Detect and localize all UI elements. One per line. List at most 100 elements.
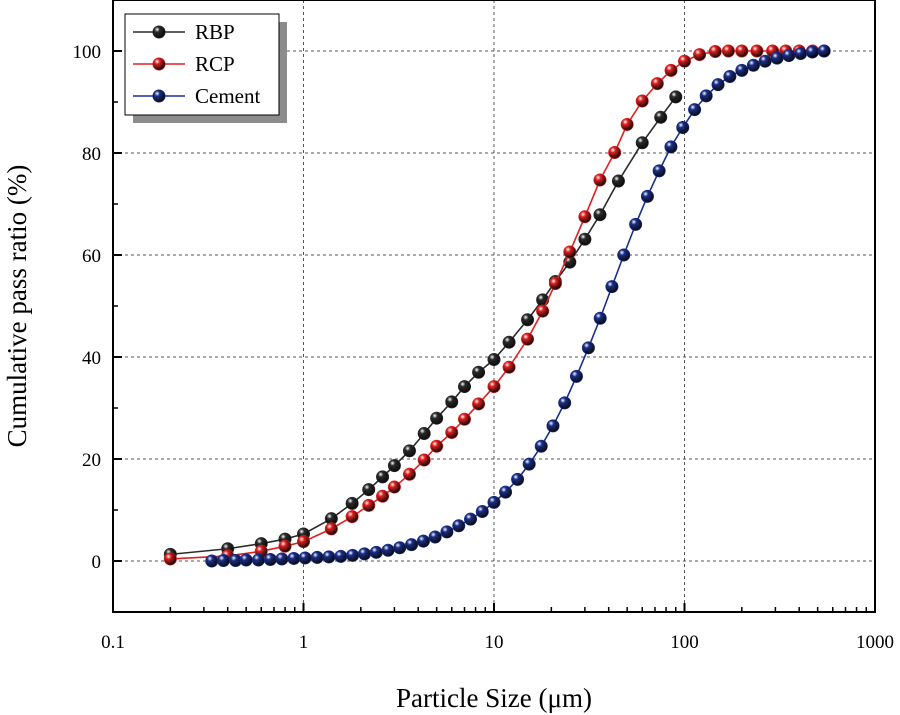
data-point [688,103,702,117]
y-axis-title: Cumulative pass ratio (%) [2,165,32,448]
y-tick-label: 80 [82,144,101,165]
series-rbp [163,90,683,561]
data-point [750,44,764,58]
data-point [770,51,784,65]
data-point [654,110,668,124]
data-point [664,63,678,77]
y-tick-label: 60 [82,246,101,267]
data-point [499,485,513,499]
data-point [430,439,444,453]
data-point [357,547,371,561]
data-point [511,472,525,486]
data-point [163,552,177,566]
y-tick-label: 100 [73,42,102,63]
data-point [324,522,338,536]
data-point [417,426,431,440]
data-point [362,483,376,497]
chart-legend: RBP RCP Cement [124,13,287,123]
data-point [445,395,459,409]
data-point [723,70,737,84]
data-series [163,44,831,568]
data-point [817,44,831,58]
data-point [393,541,407,555]
data-point [620,117,634,131]
data-point [387,459,401,473]
data-point [464,512,478,526]
data-point [402,444,416,458]
data-point [381,543,395,557]
data-point [676,121,690,135]
data-point [569,369,583,383]
data-point [502,335,516,349]
data-point [629,217,643,231]
x-tick-label: 100 [670,632,699,653]
data-point [650,77,664,91]
data-point [487,380,501,394]
data-point [617,248,631,262]
legend-marker [152,57,166,71]
data-point [345,496,359,510]
data-point [593,208,607,222]
x-tick-label: 10 [485,632,504,653]
data-point [664,140,678,154]
data-point [578,210,592,224]
legend-marker [152,89,166,103]
y-tick-label: 40 [82,348,101,369]
data-point [721,44,735,58]
data-point [278,539,292,553]
data-point [387,480,401,494]
data-point [417,453,431,467]
data-point [310,550,324,564]
data-point [699,89,713,103]
legend-item-rbp: RBP [133,20,235,44]
data-point [611,174,625,188]
data-point [430,411,444,425]
data-point [536,304,550,318]
data-point [805,45,819,59]
data-point [608,145,622,159]
data-point [251,553,265,567]
x-axis-title: Particle Size (μm) [396,683,592,713]
data-point [502,360,516,374]
data-point [635,94,649,108]
data-point [457,380,471,394]
data-point [428,530,442,544]
data-point [693,48,707,62]
legend-label: RCP [195,52,235,76]
data-point [440,525,454,539]
data-point [521,332,535,346]
data-point [735,44,749,58]
data-point [362,498,376,512]
data-point [546,419,560,433]
data-point [605,280,619,294]
data-point [205,554,219,568]
data-point [758,54,772,68]
data-point [287,551,301,565]
legend-label: Cement [195,84,260,108]
data-point [652,164,666,178]
data-point [322,550,336,564]
data-point [402,467,416,481]
data-point [563,245,577,259]
data-point [522,457,536,471]
legend-item-rcp: RCP [133,52,235,76]
data-point [298,551,312,565]
series-cement [205,44,831,568]
data-point [635,136,649,150]
data-point [593,311,607,325]
axis-ticks: 0.1 1 10 100 1000 0 20 40 60 80 100 [73,42,895,653]
legend-label: RBP [195,20,235,44]
data-point [472,397,486,411]
data-point [472,365,486,379]
data-point [296,535,310,549]
data-point [345,510,359,524]
data-point [263,552,277,566]
data-point [376,470,390,484]
data-point [216,553,230,567]
series-line-rbp [170,96,677,556]
data-point [376,489,390,503]
data-point [475,505,489,519]
data-point [581,341,595,355]
legend-marker [152,25,166,39]
